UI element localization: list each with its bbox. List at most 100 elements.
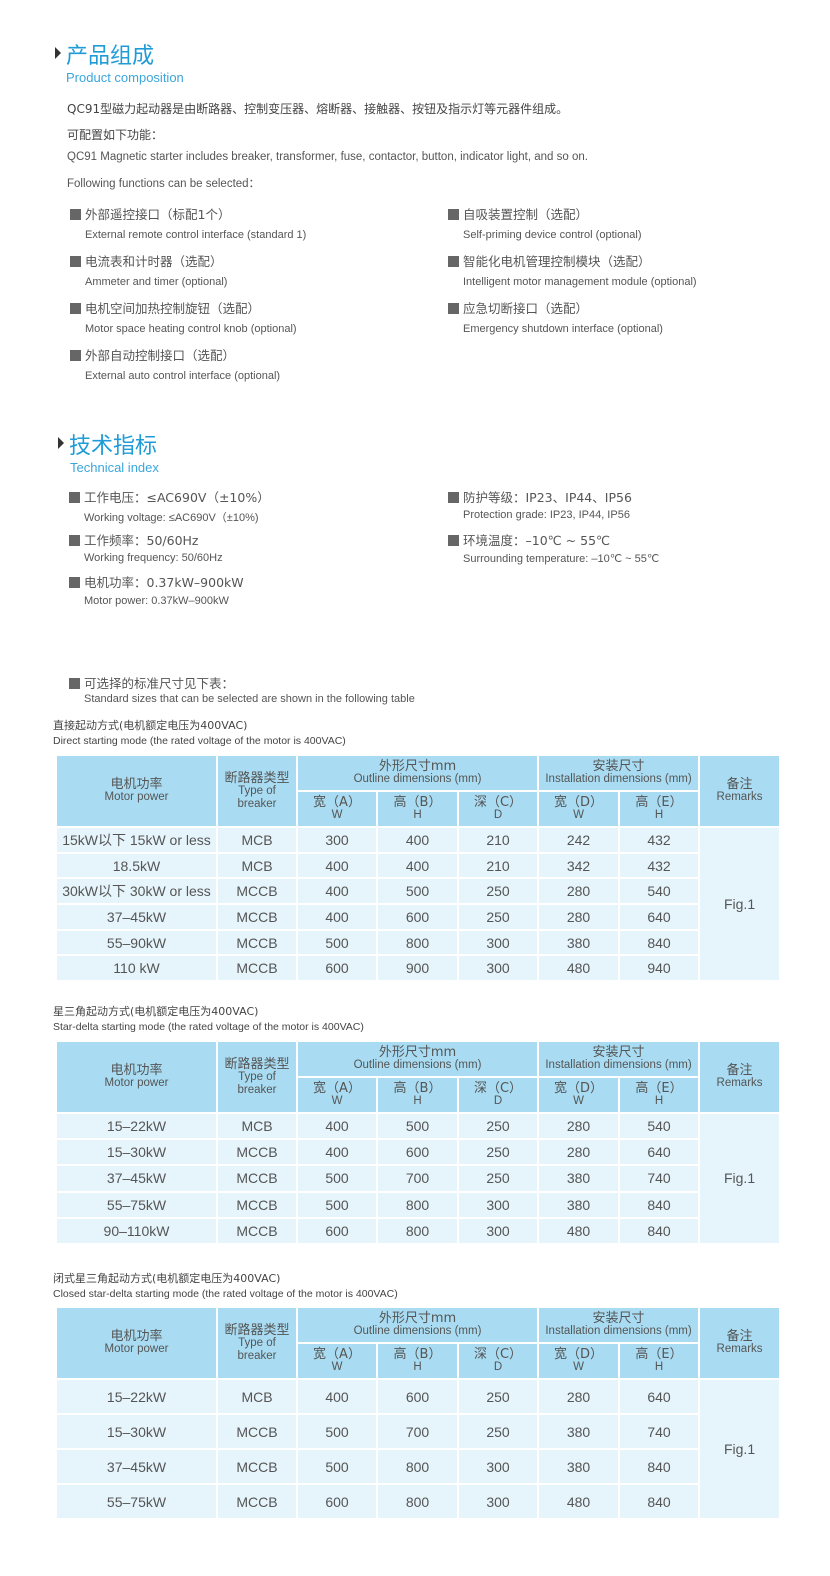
bullet-square-icon [448,303,459,314]
bullet-square-icon [70,350,81,361]
table-cell: 800 [376,1216,459,1245]
header-sub-dimension: 宽（D） W [537,1342,621,1380]
table-cell: MCCB [216,928,298,957]
header-installation-dimensions: 安装尺寸 Installation dimensions (mm) [537,1040,701,1078]
bullet-square-icon [70,209,81,220]
table-cell: 250 [456,1413,540,1450]
feature-item: 防护等级：IP23、IP44、IP56 [448,487,632,506]
feature-item-zh: 电流表和计时器（选配） [85,254,223,269]
table-cell: 600 [296,1483,378,1520]
table-cell: MCCB [216,903,298,931]
table-cell: 640 [618,1378,701,1415]
table-cell: 500 [296,1164,378,1193]
table-row: 110 kW MCCB 600 900 300 480 940 [55,954,780,983]
table-cell: 800 [376,1483,459,1520]
table-cell: 15–22kW [55,1378,218,1415]
table-cell: 540 [618,877,701,906]
table-cell: MCCB [216,1216,298,1245]
table-cell: 55–75kW [55,1190,218,1219]
config-zh: 可配置如下功能： [67,128,164,142]
table-cell: MCB [216,826,298,854]
table-cell: 250 [456,903,540,931]
table-cell: 18.5kW [55,851,218,880]
table-cell: 840 [618,1483,701,1520]
table-cell: 280 [537,1378,621,1415]
table-row: 55–75kW MCCB 600 800 300 480 840 [55,1483,780,1520]
feature-item: 电流表和计时器（选配） [70,251,223,270]
table-cell: 480 [537,1483,621,1520]
table-cell: 540 [618,1111,701,1141]
header-installation-dimensions: 安装尺寸 Installation dimensions (mm) [537,1306,701,1344]
feature-item: 电机功率：0.37kW–900kW [69,572,244,591]
table-cell: 300 [456,1448,540,1485]
feature-item-en: External auto control interface (optiona… [85,369,281,382]
table-cell: 37–45kW [55,1448,218,1485]
table-cell: 600 [376,1138,459,1167]
table-cell: 15kW以下 15kW or less [55,826,218,854]
feature-item: 电机空间加热控制旋钮（选配） [70,298,260,317]
feature-item-en: Protection grade: IP23, IP44, IP56 [463,509,630,522]
table-cell: 300 [456,954,540,983]
table-cell: 15–30kW [55,1138,218,1167]
bullet-square-icon [70,303,81,314]
table-cell: 342 [537,851,621,880]
table-row: 15–22kW MCB 400 500 250 280 540 Fig.1 [55,1111,782,1245]
table-cell: 600 [376,1378,459,1415]
section-arrow-icon [58,437,64,449]
table-cell: 210 [456,851,540,880]
table-cell: 600 [296,1216,378,1245]
dimensions-table: 电机功率 Motor power 断路器类型 Type of breaker 外形尺… [55,754,782,983]
header-breaker-type: 断路器类型 Type of breaker [216,1306,298,1380]
config-en: Following functions can be selected： [67,178,261,190]
table-cell: MCCB [216,1413,298,1450]
intro-zh: QC91型磁力起动器是由断路器、控制变压器、熔断器、接触器、按钮及指示灯等元器件… [67,102,569,116]
table-cell: 90–110kW [55,1216,218,1245]
table-cell: 700 [376,1413,459,1450]
header-sub-dimension: 宽（D） W [537,1076,621,1114]
feature-item: 智能化电机管理控制模块（选配） [448,251,651,270]
table-cell: 500 [296,1448,378,1485]
table-cell: 800 [376,1190,459,1219]
table-cell: 800 [376,1448,459,1485]
table-cell: 300 [296,826,378,854]
feature-item: 工作频率：50/60Hz [69,530,198,549]
table-cell: 500 [376,877,459,906]
header-sub-dimension: 深（C） D [456,1342,540,1380]
table-cell: 400 [296,1378,378,1415]
sizes-note-en: Standard sizes that can be selected are … [84,693,415,705]
header-sub-dimension: 深（C） D [456,1076,540,1114]
table-row: 55–75kW MCCB 500 800 300 380 840 [55,1190,780,1219]
table-cell: 500 [376,1111,459,1141]
table-cell: 640 [618,903,701,931]
table-cell: 15–22kW [55,1111,218,1141]
feature-item-zh: 应急切断接口（选配） [463,301,589,316]
remarks-cell: Fig.1 [698,1378,782,1520]
header-breaker-type: 断路器类型 Type of breaker [216,1040,298,1114]
table-cell: 432 [618,851,701,880]
table-row: 30kW以下 30kW or less MCCB 400 500 250 280 540 [55,877,780,906]
feature-item-zh: 自吸装置控制（选配） [463,207,589,222]
table-row: 55–90kW MCCB 500 800 300 380 840 [55,928,780,957]
table-cell: 250 [456,1138,540,1167]
table-row: 15–22kW MCB 400 600 250 280 640 Fig.1 [55,1378,782,1520]
table-cell: MCCB [216,954,298,983]
header-remarks: 备注 Remarks [698,754,782,828]
remarks-cell: Fig.1 [698,825,782,983]
header-outline-dimensions: 外形尺寸mm Outline dimensions (mm) [295,1040,540,1078]
feature-item-zh: 防护等级：IP23、IP44、IP56 [463,490,632,505]
header-outline-dimensions: 外形尺寸mm Outline dimensions (mm) [295,754,540,792]
table-row: 18.5kW MCB 400 400 210 342 432 [55,851,780,880]
table-cell: MCCB [216,877,298,906]
table-cell: 37–45kW [55,903,218,931]
bullet-square-icon [448,534,459,546]
feature-item: 应急切断接口（选配） [448,298,588,317]
technical-title-zh: 技术指标 [69,434,158,459]
header-sub-dimension: 深（C） D [456,790,540,828]
table-row: 15kW以下 15kW or less MCB 300 400 210 242 432 Fig… [55,825,782,983]
bullet-square-icon [448,492,459,503]
table-cell: 500 [296,928,378,957]
table-cell: 432 [618,826,701,854]
table-cell: 300 [456,1190,540,1219]
table-cell: 400 [296,903,378,931]
header-outline-dimensions: 外形尺寸mm Outline dimensions (mm) [295,1306,540,1344]
